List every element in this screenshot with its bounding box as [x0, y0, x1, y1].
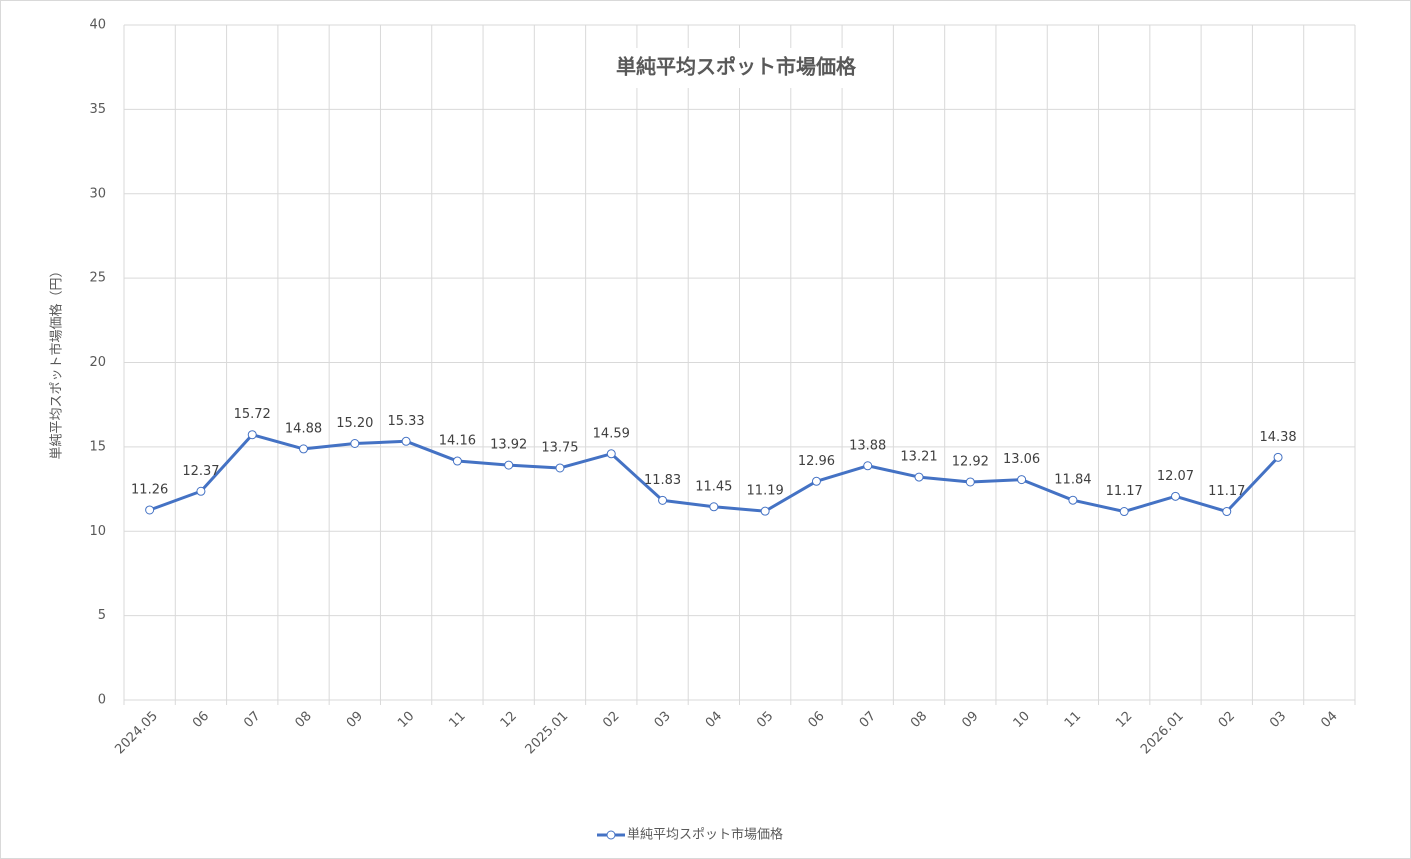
data-point — [555, 463, 565, 473]
data-point — [1068, 495, 1078, 505]
y-tick-label: 25 — [89, 271, 106, 286]
data-label: 12.07 — [1157, 469, 1194, 484]
y-tick-label: 40 — [89, 18, 106, 33]
data-label: 11.17 — [1208, 484, 1245, 499]
y-tick-label: 20 — [89, 355, 106, 370]
legend-label: 単純平均スポット市場価格 — [627, 827, 783, 843]
data-label: 11.26 — [131, 482, 168, 497]
data-label: 11.84 — [1054, 473, 1091, 488]
data-point — [965, 477, 975, 487]
data-point — [1170, 491, 1180, 501]
data-label: 13.21 — [900, 450, 937, 465]
data-label: 11.17 — [1106, 484, 1143, 499]
data-label: 13.06 — [1003, 452, 1040, 467]
data-label: 11.83 — [644, 473, 681, 488]
chart-title: 単純平均スポット市場価格 — [616, 55, 857, 79]
y-tick-label: 35 — [89, 102, 106, 117]
legend-marker — [606, 830, 616, 840]
data-point — [863, 461, 873, 471]
data-label: 14.88 — [285, 421, 322, 436]
data-point — [914, 472, 924, 482]
data-label: 11.45 — [695, 479, 732, 494]
data-point — [401, 436, 411, 446]
data-point — [1273, 452, 1283, 462]
data-point — [709, 502, 719, 512]
data-point — [299, 444, 309, 454]
data-point — [811, 476, 821, 486]
data-label: 12.96 — [798, 454, 835, 469]
data-point — [1017, 475, 1027, 485]
data-point — [504, 460, 514, 470]
y-tick-label: 5 — [98, 608, 106, 623]
data-label: 13.75 — [541, 440, 578, 455]
data-label: 12.92 — [952, 454, 989, 469]
data-point — [1119, 507, 1129, 517]
data-label: 13.88 — [849, 438, 886, 453]
data-label: 14.38 — [1259, 430, 1296, 445]
title-background — [588, 48, 884, 88]
y-tick-label: 15 — [89, 439, 106, 454]
data-label: 15.20 — [336, 416, 373, 431]
y-axis-title: 単純平均スポット市場価格（円） — [49, 264, 65, 459]
data-label: 15.72 — [234, 407, 271, 422]
data-point — [760, 506, 770, 516]
data-label: 11.19 — [747, 484, 784, 499]
data-point — [452, 456, 462, 466]
data-label: 12.37 — [182, 464, 219, 479]
y-tick-label: 0 — [98, 693, 106, 708]
data-label: 14.59 — [593, 426, 630, 441]
data-point — [196, 486, 206, 496]
data-label: 13.92 — [490, 438, 527, 453]
data-point — [606, 449, 616, 459]
data-point — [1222, 507, 1232, 517]
y-tick-label: 30 — [89, 186, 106, 201]
data-point — [658, 495, 668, 505]
data-label: 15.33 — [387, 414, 424, 429]
data-label: 14.16 — [439, 434, 476, 449]
data-point — [247, 430, 257, 440]
y-tick-label: 10 — [89, 524, 106, 539]
data-point — [145, 505, 155, 515]
data-point — [350, 439, 360, 448]
